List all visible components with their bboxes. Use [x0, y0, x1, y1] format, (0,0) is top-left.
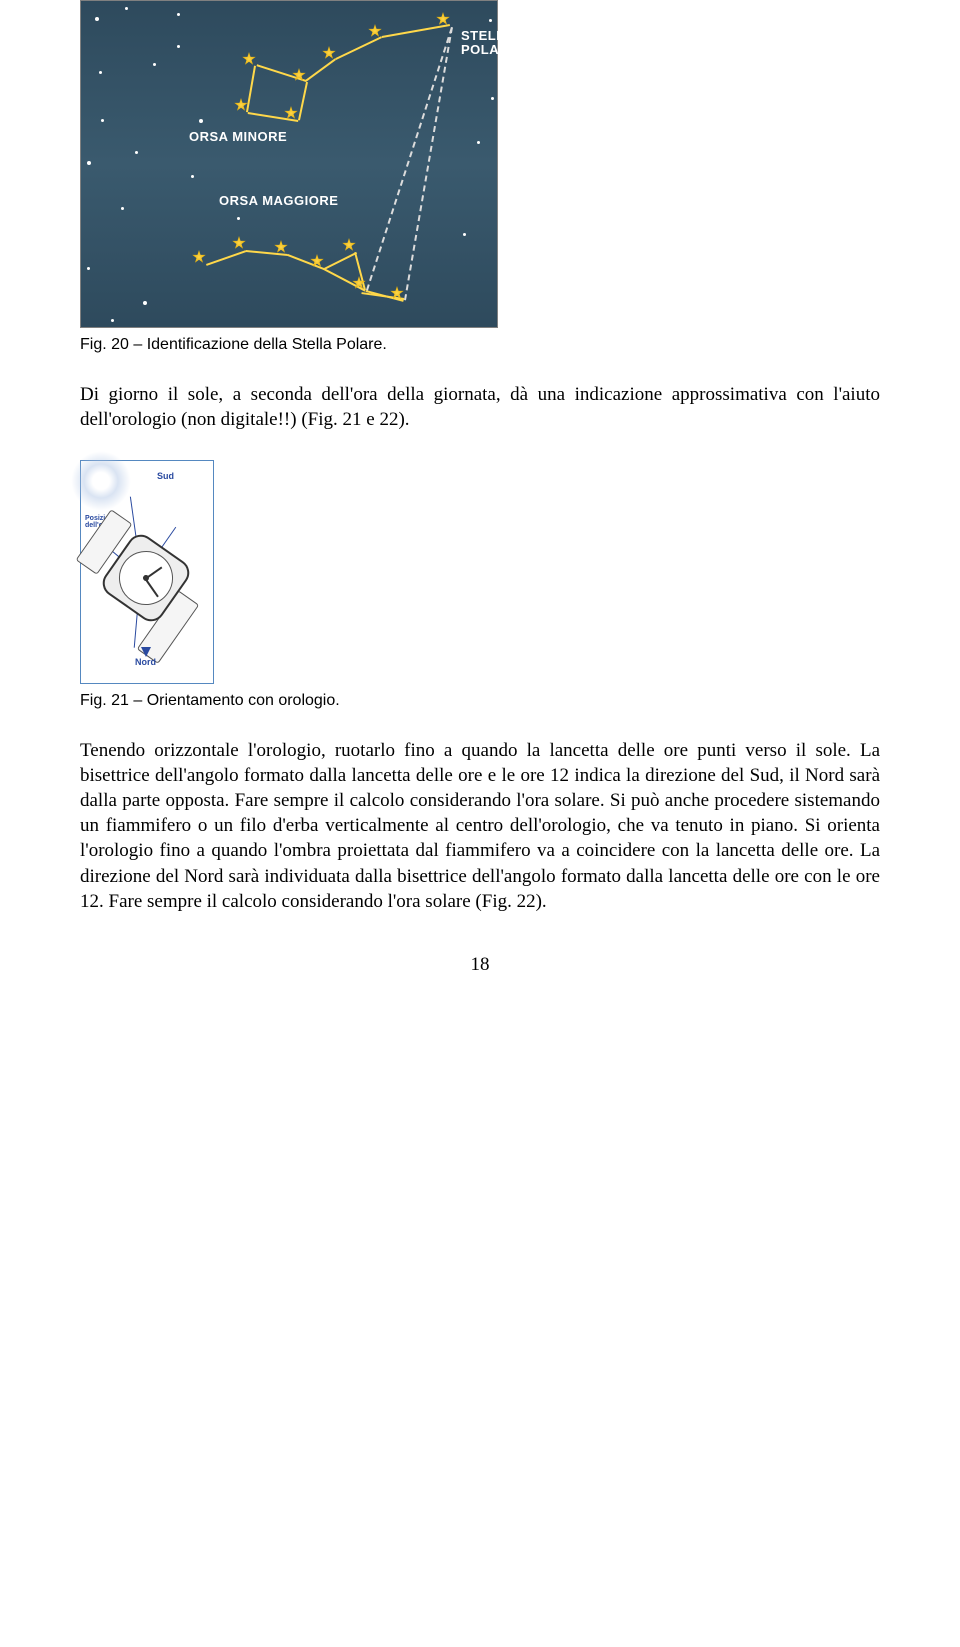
nord-arrowhead-icon	[141, 647, 151, 657]
figure1-caption: Fig. 20 – Identificazione della Stella P…	[80, 336, 880, 354]
sun-icon	[71, 451, 131, 511]
figure2-caption: Fig. 21 – Orientamento con orologio.	[80, 692, 880, 710]
label-orsa-minore: ORSA MINORE	[189, 129, 287, 144]
minute-hand	[145, 578, 159, 597]
paragraph-1: Di giorno il sole, a seconda dell'ora de…	[80, 382, 880, 432]
label-sud: Sud	[157, 471, 174, 481]
paragraph-2: Tenendo orizzontale l'orologio, ruotarlo…	[80, 738, 880, 914]
watch-image: Sud Posizionedell'orologio Nord	[80, 460, 214, 684]
star-map-image: STELLAPOLARE ORSA MINORE ORSA MAGGIORE	[80, 0, 498, 328]
label-orsa-maggiore: ORSA MAGGIORE	[219, 193, 338, 208]
label-stella-polare: STELLAPOLARE	[461, 29, 518, 58]
figure-star-map: STELLAPOLARE ORSA MINORE ORSA MAGGIORE	[80, 0, 880, 328]
figure-watch: Sud Posizionedell'orologio Nord	[80, 460, 880, 684]
page-number: 18	[80, 954, 880, 976]
label-nord: Nord	[135, 657, 156, 667]
